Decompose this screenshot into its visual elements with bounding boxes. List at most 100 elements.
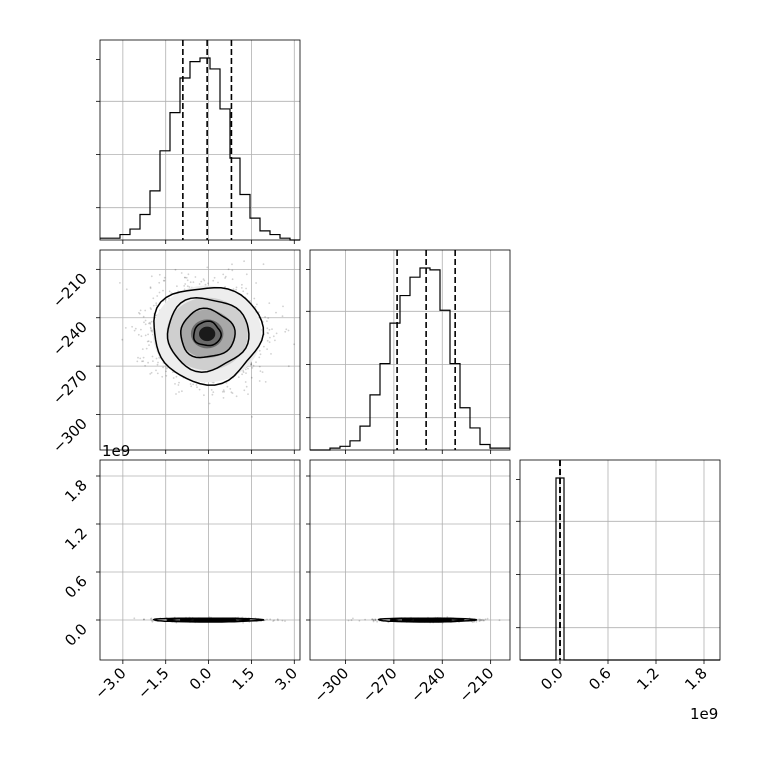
scatter-point	[155, 304, 158, 307]
contour-line	[166, 296, 250, 373]
scatter-point	[478, 618, 480, 621]
scatter-point	[245, 287, 248, 290]
scatter-point	[264, 316, 266, 318]
y-tick-label: 1.2	[61, 524, 91, 554]
scatter-point	[217, 281, 219, 284]
scatter-point	[245, 385, 248, 388]
panel-background	[520, 460, 720, 660]
scatter-point	[484, 618, 487, 621]
histogram-panel-0	[96, 39, 301, 244]
scatter-point	[149, 287, 152, 290]
x-tick-label: −270	[359, 664, 401, 706]
scatter-point	[177, 384, 180, 386]
scatter-point	[268, 328, 271, 331]
scatter-point	[285, 328, 288, 331]
scatter-point	[272, 335, 275, 338]
scatter-point	[258, 365, 261, 368]
scatter-point	[150, 329, 153, 332]
scatter-point	[144, 309, 147, 312]
scatter-point	[157, 361, 159, 364]
scatter-point	[371, 618, 374, 621]
scatter-point	[161, 375, 164, 378]
scatter-point	[266, 618, 268, 621]
scatter-point	[155, 357, 158, 360]
scatter-point	[213, 276, 216, 279]
scatter-point	[261, 371, 264, 373]
scatter-point	[158, 273, 161, 276]
scatter-point	[190, 385, 193, 388]
scatter-point	[212, 279, 215, 282]
scatter-point	[262, 263, 265, 266]
scatter-point	[250, 363, 253, 366]
scatter-point	[282, 305, 284, 308]
scatter-point	[241, 373, 244, 376]
scatter-point	[256, 303, 258, 306]
scatter-point	[149, 618, 152, 620]
x-offset-label: 1e9	[690, 705, 718, 723]
scatter-point	[151, 329, 154, 332]
x-tick-label: 0.6	[585, 664, 615, 694]
scatter-point	[143, 618, 145, 621]
scatter-point	[287, 329, 290, 332]
scatter-point	[251, 416, 253, 418]
scatter-point	[148, 344, 150, 346]
scatter-point	[162, 289, 164, 292]
scatter-point	[364, 618, 366, 621]
scatter-point	[140, 328, 142, 331]
scatter-point	[158, 291, 161, 294]
scatter-point	[149, 286, 152, 289]
scatter-point	[230, 391, 233, 394]
scatter-point	[231, 278, 234, 281]
scatter-point	[225, 382, 228, 384]
panel-border	[99, 459, 301, 661]
scatter-point	[165, 374, 168, 377]
scatter-point	[149, 321, 151, 324]
scatter-point	[269, 336, 271, 339]
y-tick-label: 0.0	[61, 620, 91, 650]
contour-panel-0-1: −300 −270 −240 −210	[49, 249, 301, 456]
contour-line	[180, 307, 236, 359]
scatter-point	[264, 381, 267, 383]
scatter-point	[254, 306, 257, 308]
scatter-point	[158, 281, 161, 284]
scatter-point	[267, 332, 270, 335]
scatter-point	[498, 619, 501, 622]
scatter-point	[149, 307, 152, 309]
scatter-point	[152, 360, 154, 362]
scatter-point	[175, 393, 177, 395]
scatter-point	[183, 285, 186, 287]
scatter-point	[258, 380, 261, 382]
x-tick-label: −1.5	[134, 664, 172, 702]
scatter-point	[222, 389, 225, 391]
scatter-point	[144, 334, 147, 337]
scatter-point	[222, 273, 225, 276]
scatter-point	[180, 272, 183, 274]
scatter-point	[152, 297, 155, 300]
scatter-point	[259, 353, 262, 356]
scatter-point	[473, 620, 475, 623]
scatter-point	[266, 348, 268, 350]
scatter-point	[150, 341, 153, 343]
scatter-point	[276, 618, 279, 621]
scatter-point	[475, 620, 478, 623]
scatter-point	[175, 375, 178, 378]
scatter-point	[124, 327, 127, 329]
scatter-point	[479, 618, 482, 621]
scatter-point	[142, 360, 145, 363]
scatter-point	[150, 320, 153, 323]
scatter-point	[150, 275, 153, 278]
scatter-point	[374, 618, 377, 621]
scatter-point	[287, 365, 290, 368]
scatter-point	[268, 302, 271, 304]
scatter-point	[352, 617, 354, 620]
scatter-point	[273, 619, 275, 622]
scatter-point	[156, 295, 159, 297]
scatter-point	[483, 619, 486, 622]
scatter-point	[148, 322, 150, 325]
scatter-point	[143, 321, 145, 324]
contour-line	[192, 320, 222, 347]
scatter-point	[187, 273, 190, 276]
scatter-point	[134, 327, 137, 330]
scatter-point	[249, 300, 252, 302]
